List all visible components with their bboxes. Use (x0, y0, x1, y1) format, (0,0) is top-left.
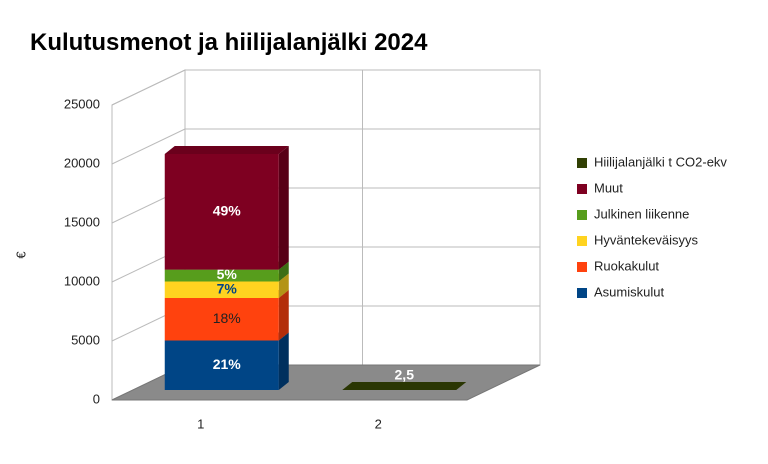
legend-swatch (577, 262, 587, 272)
bar-segment (342, 381, 467, 390)
legend-label: Julkinen liikenne (594, 206, 689, 221)
chart-title: Kulutusmenot ja hiilijalanjälki 2024 (30, 29, 428, 56)
bar-front (164, 269, 279, 282)
bar-front (164, 154, 279, 270)
data-label: 18% (213, 310, 241, 326)
x-tick-label: 1 (197, 416, 204, 431)
y-axis-label: € (13, 251, 28, 259)
data-label: 21% (213, 356, 242, 372)
y-tick-label: 20000 (64, 155, 100, 170)
legend-label: Muut (594, 180, 623, 195)
legend-label: Hyväntekeväisyys (594, 232, 699, 247)
bar-front (164, 340, 279, 390)
x-tick-label: 2 (375, 416, 382, 431)
legend-label: Asumiskulut (594, 284, 664, 299)
data-label: 2,5 (395, 367, 415, 383)
bar-front (164, 281, 279, 298)
data-label: 49% (213, 203, 242, 219)
y-tick-label: 0 (93, 391, 100, 406)
bar-top (164, 146, 289, 154)
y-tick-label: 5000 (71, 332, 100, 347)
bar-side (278, 273, 289, 298)
legend-label: Ruokakulut (594, 258, 659, 273)
bar-side (278, 146, 289, 270)
grid-line (111, 128, 186, 165)
bar-front (164, 297, 279, 341)
legend-swatch (577, 184, 587, 194)
grid-line (111, 69, 186, 106)
bar-segment (164, 146, 289, 270)
bar-side (278, 261, 289, 282)
legend-swatch (577, 210, 587, 220)
legend-label: Hiilijalanjälki t CO2-ekv (594, 154, 727, 169)
legend-swatch (577, 158, 587, 168)
data-label: 5% (217, 266, 238, 282)
bar-side (456, 381, 467, 390)
bar-top (342, 381, 467, 390)
y-tick-label: 10000 (64, 273, 100, 288)
legend-swatch (577, 236, 587, 246)
y-tick-label: 25000 (64, 96, 100, 111)
legend-swatch (577, 288, 587, 298)
data-label: 7% (217, 280, 238, 296)
bar-side (278, 289, 289, 341)
bar-side (278, 332, 289, 390)
y-tick-label: 15000 (64, 214, 100, 229)
